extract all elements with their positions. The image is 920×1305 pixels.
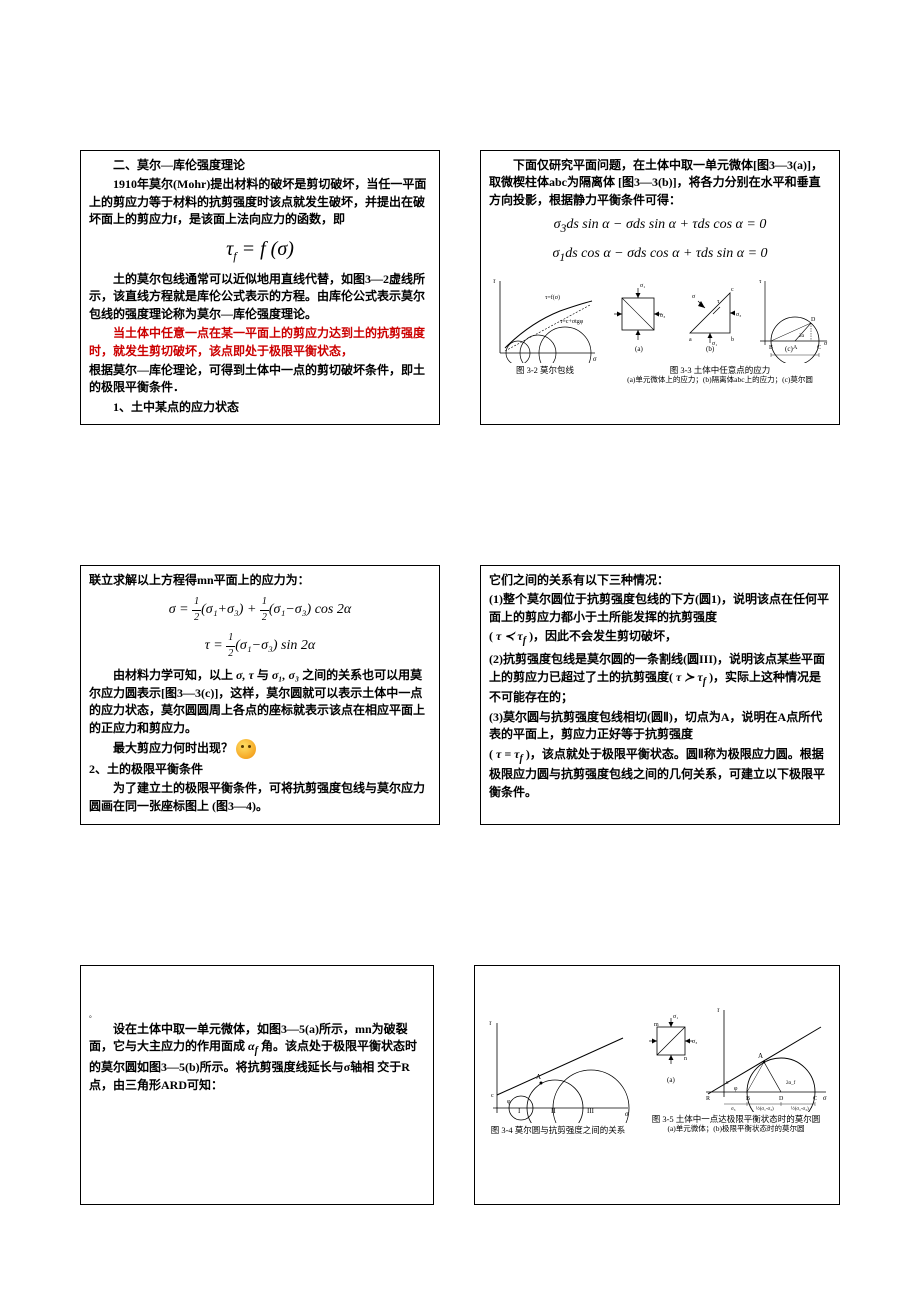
- fig-3-2: σ τ τ=f(σ) τ=c+σtgφ 图 3-2 莫尔包线: [490, 273, 600, 386]
- row-2: 联立求解以上方程得mn平面上的应力为： σ = 12(σ₁+σ₃) + 12(σ…: [80, 565, 840, 825]
- p1-para4: 1、土中某点的应力状态: [89, 399, 431, 416]
- p1-formula: τf = f (σ): [89, 235, 431, 265]
- p3-formula1: σ = 12(σ₁+σ₃) + 12(σ₁−σ₃) cos 2α: [89, 595, 431, 625]
- p4-c2a: (2)抗剪强度包线是莫尔圆的一条割线(圆III)，说明该点某些平面上的剪应力已超…: [489, 651, 831, 707]
- p2-formula2: σ1ds cos α − σds cos α + τds sin α = 0: [489, 244, 831, 267]
- svg-text:c: c: [731, 287, 734, 293]
- panel-5: 。 设在土体中取一单元微体，如图3—5(a)所示，mn为破裂面，它与大主应力的作…: [80, 965, 434, 1205]
- svg-text:σ: σ: [824, 341, 828, 347]
- svg-text:(b): (b): [706, 345, 715, 353]
- p3-formula2: τ = 12(σ₁−σ₃) sin 2α: [89, 631, 431, 661]
- panel-3: 联立求解以上方程得mn平面上的应力为： σ = 12(σ₁+σ₃) + 12(σ…: [80, 565, 440, 825]
- p3-p2b: 与: [254, 668, 272, 682]
- svg-text:σ: σ: [692, 294, 696, 300]
- panel-4: 它们之间的关系有以下三种情况： (1)整个莫尔圆位于抗剪强度包线的下方(圆1)，…: [480, 565, 840, 825]
- p4-p1: 它们之间的关系有以下三种情况：: [489, 572, 831, 589]
- svg-text:C: C: [817, 345, 821, 351]
- svg-text:A: A: [793, 345, 798, 351]
- p1-red: 当土体中任意一点在某一平面上的剪应力达到土的抗剪强度时，就发生剪切破坏，该点即处…: [89, 325, 431, 360]
- svg-text:b: b: [731, 337, 734, 343]
- fig-3-4: σ τ c φ I II A: [483, 1013, 633, 1135]
- p3-p2a: 由材料力学可知，以上: [113, 668, 236, 682]
- p5-dot: 。: [89, 1012, 425, 1019]
- svg-text:τ: τ: [489, 1019, 492, 1027]
- p3-q-text: 最大剪应力何时出现？: [113, 741, 233, 755]
- fig32-caption: 图 3-2 莫尔包线: [490, 365, 600, 375]
- fig35-caption: 图 3-5 土体中一点达极限平衡状态时的莫尔圆: [641, 1114, 831, 1124]
- p3-para1: 联立求解以上方程得mn平面上的应力为：: [89, 572, 431, 589]
- svg-text:R: R: [706, 1096, 710, 1102]
- svg-text:a: a: [689, 337, 692, 343]
- p2-formula1: σ3ds sin α − σds sin α + τds cos α = 0: [489, 215, 831, 238]
- svg-text:σ: σ: [823, 1094, 827, 1102]
- svg-text:B: B: [769, 345, 773, 351]
- svg-text:τ: τ: [759, 279, 762, 285]
- svg-text:σ₃: σ₃: [660, 313, 665, 319]
- p4-c3b: ( τ = τf )，该点就处于极限平衡状态。圆Ⅱ称为极限应力圆。根据极限应力圆…: [489, 746, 831, 802]
- svg-text:τ: τ: [717, 1006, 720, 1014]
- svg-text:2α_f: 2α_f: [786, 1081, 796, 1086]
- svg-text:σ₁: σ₁: [640, 283, 645, 289]
- p3-para2: 由材料力学可知，以上 σ, τ 与 σ₁, σ₃ 之间的关系也可以用莫尔应力圆表…: [89, 667, 431, 737]
- p3-q: 最大剪应力何时出现？: [89, 739, 431, 759]
- p1-title: 二、莫尔—库伦强度理论: [89, 157, 431, 174]
- svg-text:n: n: [684, 1056, 687, 1062]
- p4-c1a: (1)整个莫尔圆位于抗剪强度包线的下方(圆1)，说明该点在任何平面上的剪应力都小…: [489, 591, 831, 626]
- svg-text:φ: φ: [734, 1086, 738, 1092]
- panel-1: 二、莫尔—库伦强度理论 1910年莫尔(Mohr)提出材料的破坏是剪切破坏，当任…: [80, 150, 440, 425]
- svg-text:c: c: [726, 1080, 729, 1086]
- svg-text:D: D: [779, 1096, 784, 1102]
- p4-c3a: (3)莫尔圆与抗剪强度包线相切(圆Ⅱ)，切点为A，说明在A点所代表的平面上，剪应…: [489, 709, 831, 744]
- fig34-caption: 图 3-4 莫尔圆与抗剪强度之间的关系: [483, 1125, 633, 1135]
- p6-diagrams: σ τ c φ I II A: [483, 1002, 831, 1135]
- row-1: 二、莫尔—库伦强度理论 1910年莫尔(Mohr)提出材料的破坏是剪切破坏，当任…: [80, 150, 840, 425]
- svg-text:σ₃: σ₃: [736, 312, 741, 318]
- page: 二、莫尔—库伦强度理论 1910年莫尔(Mohr)提出材料的破坏是剪切破坏，当任…: [0, 0, 920, 1305]
- fig-3-5: σ₁ σ₃ m n (a) σ τ: [641, 1002, 831, 1135]
- p5-para1: 设在土体中取一单元微体，如图3—5(a)所示，mn为破裂面，它与大主应力的作用面…: [89, 1021, 425, 1094]
- svg-text:2α: 2α: [799, 334, 805, 339]
- p2-diagrams: σ τ τ=f(σ) τ=c+σtgφ 图 3-2 莫尔包线: [489, 273, 831, 386]
- p3-para3: 为了建立土的极限平衡条件，可将抗剪强度包线与莫尔应力圆画在同一张座标图上 (图3…: [89, 780, 431, 815]
- svg-text:σ₁: σ₁: [673, 1014, 678, 1020]
- p1-para1: 1910年莫尔(Mohr)提出材料的破坏是剪切破坏，当任一平面上的剪应力等于材料…: [89, 176, 431, 228]
- svg-text:c: c: [491, 1093, 494, 1099]
- svg-text:A: A: [536, 1073, 541, 1081]
- p1-para3: 根据莫尔—库伦理论，可得到土体中一点的剪切破坏条件，即土的极限平衡条件．: [89, 362, 431, 397]
- fig33-caption: 图 3-3 土体中任意点的应力: [610, 365, 830, 375]
- svg-text:τ: τ: [493, 277, 496, 285]
- svg-text:τ=f(σ): τ=f(σ): [545, 294, 560, 301]
- svg-text:D: D: [811, 317, 816, 323]
- fig35-sub: (a)单元微体；(b)极限平衡状态时的莫尔圆: [641, 1124, 831, 1135]
- p4-c1b: ( τ ≺ τf )，因此不会发生剪切破坏，: [489, 628, 831, 649]
- svg-text:½(σ₁-σ₃): ½(σ₁-σ₃): [756, 1107, 774, 1112]
- svg-text:σ₃: σ₃: [731, 1107, 736, 1112]
- fig33-sub: (a)单元微体上的应力；(b)隔离体abc上的应力；(c)莫尔圆: [610, 375, 830, 386]
- p3-sym1: σ, τ: [236, 668, 254, 682]
- svg-text:τ=c+σtgφ: τ=c+σtgφ: [560, 319, 584, 325]
- row-3: 。 设在土体中取一单元微体，如图3—5(a)所示，mn为破裂面，它与大主应力的作…: [80, 965, 840, 1205]
- svg-text:C: C: [813, 1096, 817, 1102]
- svg-text:σ₃: σ₃: [692, 1039, 697, 1045]
- p1-para2: 土的莫尔包线通常可以近似地用直线代替，如图3—2虚线所示，该直线方程就是库伦公式…: [89, 271, 431, 323]
- svg-text:m: m: [654, 1022, 659, 1028]
- svg-text:½(σ₁-σ₃): ½(σ₁-σ₃): [791, 1107, 809, 1112]
- p2-para1: 下面仅研究平面问题，在土体中取一单元微体[图3—3(a)]，取微楔柱体abc为隔…: [489, 157, 831, 209]
- thinking-emoji-icon: [236, 739, 256, 759]
- panel-6: σ τ c φ I II A: [474, 965, 840, 1205]
- svg-text:(c): (c): [785, 345, 793, 353]
- p3-sub: 2、土的极限平衡条件: [89, 761, 431, 778]
- svg-text:(a): (a): [635, 345, 643, 353]
- svg-text:(a): (a): [667, 1076, 675, 1084]
- svg-text:τ: τ: [717, 299, 720, 305]
- panel-2: 下面仅研究平面问题，在土体中取一单元微体[图3—3(a)]，取微楔柱体abc为隔…: [480, 150, 840, 425]
- svg-text:A: A: [758, 1052, 763, 1060]
- fig-3-3: σ₁ σ₃ (a) σ: [610, 273, 830, 386]
- svg-text:σ: σ: [593, 355, 597, 363]
- svg-text:III: III: [587, 1107, 595, 1115]
- svg-text:B: B: [746, 1096, 750, 1102]
- p3-sym2: σ₁, σ₃: [272, 668, 299, 682]
